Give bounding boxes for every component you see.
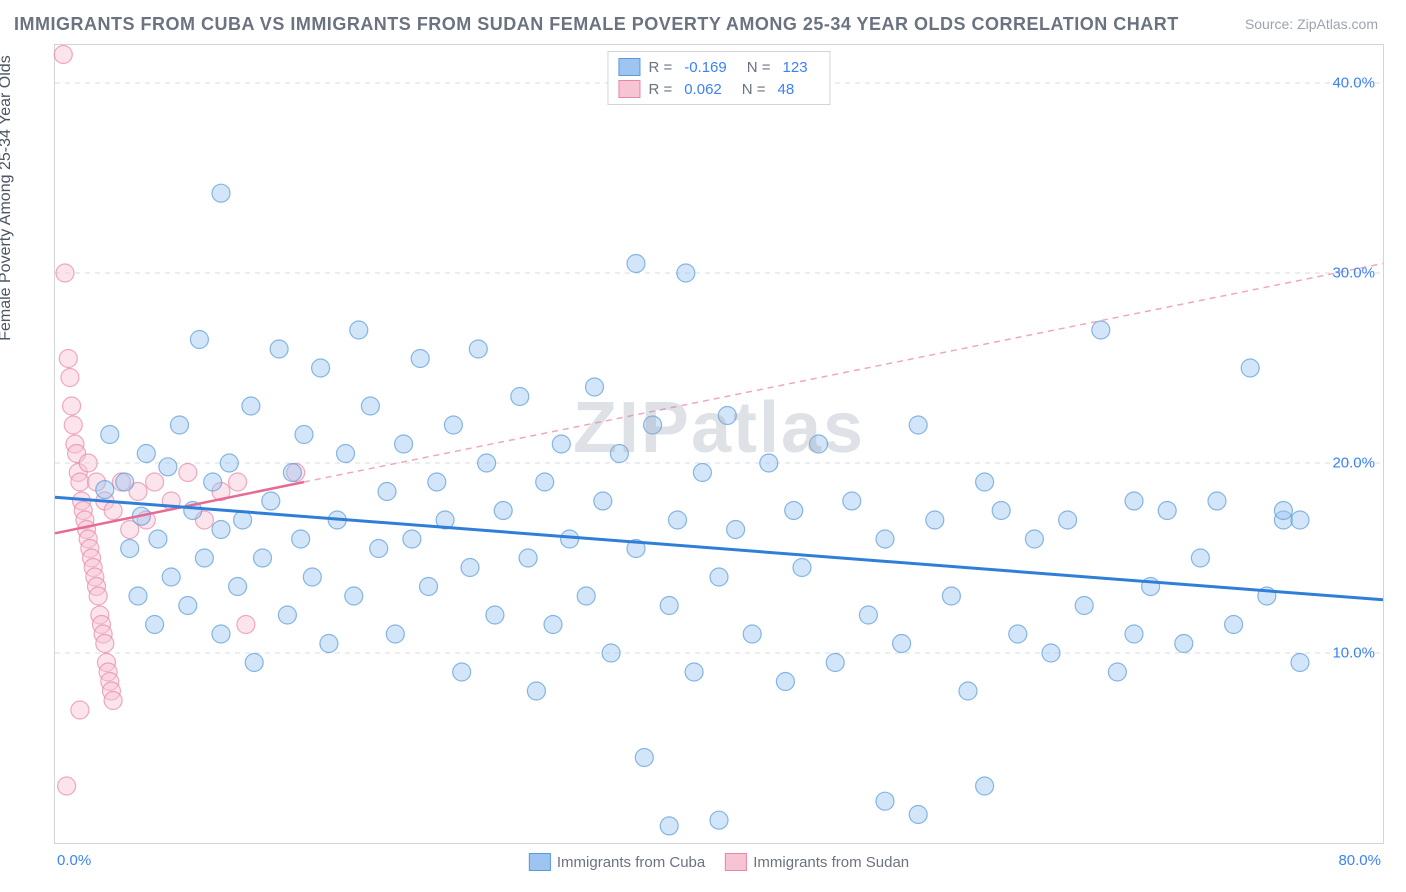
y-tick-label: 40.0% bbox=[1332, 75, 1375, 92]
r-value-sudan: 0.062 bbox=[680, 81, 734, 98]
plot-area: R = -0.169 N = 123 R = 0.062 N = 48 ZIPa… bbox=[54, 44, 1384, 844]
y-tick-label: 30.0% bbox=[1332, 265, 1375, 282]
stats-row-sudan: R = 0.062 N = 48 bbox=[618, 78, 819, 100]
r-value-cuba: -0.169 bbox=[680, 59, 739, 76]
swatch-cuba bbox=[618, 58, 640, 76]
swatch-sudan bbox=[618, 80, 640, 98]
source-prefix: Source: bbox=[1245, 16, 1293, 32]
series-legend: Immigrants from Cuba Immigrants from Sud… bbox=[529, 853, 909, 871]
r-label: R = bbox=[648, 81, 672, 98]
n-label: N = bbox=[747, 59, 771, 76]
swatch-cuba bbox=[529, 853, 551, 871]
stats-row-cuba: R = -0.169 N = 123 bbox=[618, 56, 819, 78]
n-label: N = bbox=[742, 81, 766, 98]
legend-label-cuba: Immigrants from Cuba bbox=[557, 854, 705, 871]
y-tick-label: 10.0% bbox=[1332, 645, 1375, 662]
x-tick-left: 0.0% bbox=[57, 852, 91, 869]
source-label: Source: ZipAtlas.com bbox=[1245, 16, 1378, 32]
r-label: R = bbox=[648, 59, 672, 76]
n-value-cuba: 123 bbox=[779, 59, 820, 76]
chart-title: IMMIGRANTS FROM CUBA VS IMMIGRANTS FROM … bbox=[14, 14, 1179, 35]
chart-container: IMMIGRANTS FROM CUBA VS IMMIGRANTS FROM … bbox=[0, 0, 1406, 892]
stats-legend: R = -0.169 N = 123 R = 0.062 N = 48 bbox=[607, 51, 830, 105]
swatch-sudan bbox=[725, 853, 747, 871]
x-tick-right: 80.0% bbox=[1338, 852, 1381, 869]
y-tick-label: 20.0% bbox=[1332, 455, 1375, 472]
legend-item-cuba: Immigrants from Cuba bbox=[529, 853, 705, 871]
legend-item-sudan: Immigrants from Sudan bbox=[725, 853, 909, 871]
scatter-svg bbox=[55, 45, 1383, 843]
y-axis-label: Female Poverty Among 25-34 Year Olds bbox=[0, 55, 15, 341]
n-value-sudan: 48 bbox=[774, 81, 807, 98]
source-name: ZipAtlas.com bbox=[1297, 16, 1378, 32]
legend-label-sudan: Immigrants from Sudan bbox=[753, 854, 909, 871]
